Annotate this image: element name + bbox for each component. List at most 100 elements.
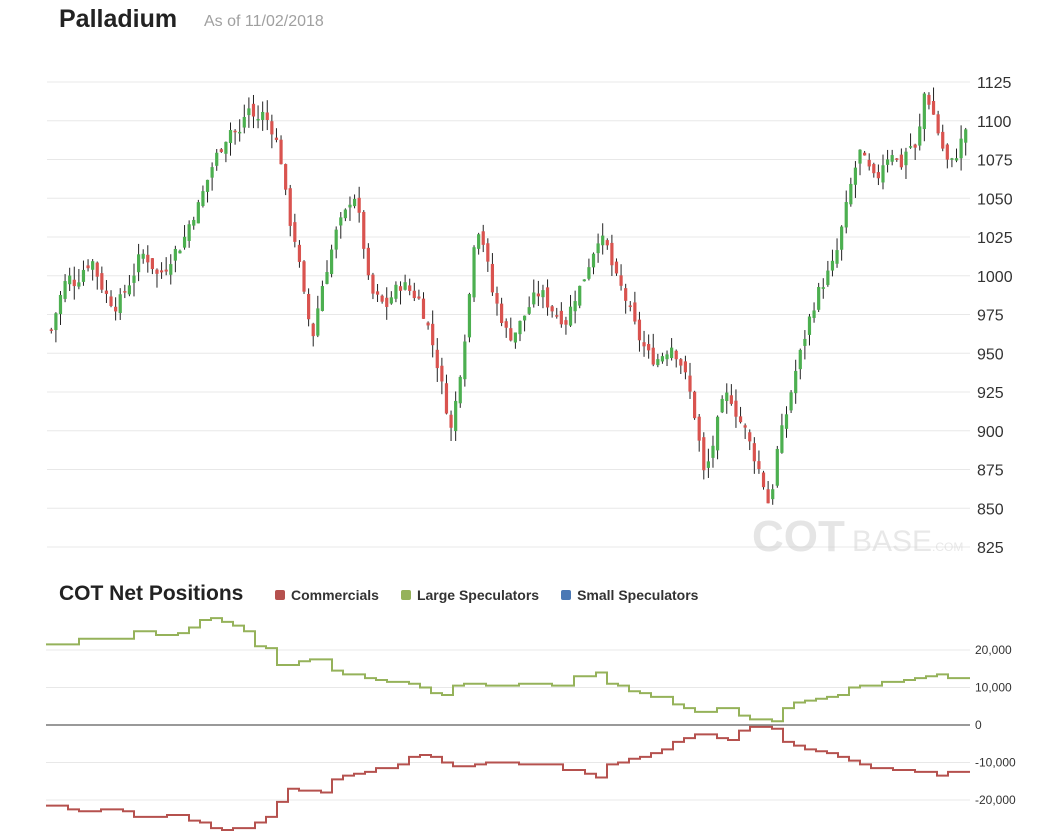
candle-up [789,392,793,411]
candle-down [435,349,439,369]
candle-up [118,294,122,314]
candle-down [408,285,412,291]
candle-down [734,400,738,417]
candle-down [297,244,302,262]
candle-down [251,103,256,117]
candle-up [352,198,357,207]
candle-down [100,273,104,290]
candle-up [918,126,922,146]
legend-item-commercials[interactable]: Commercials [275,587,379,603]
candle-up [454,400,458,432]
candle-up [660,356,665,362]
candle-down [605,240,609,246]
price-tick-label: 1125 [977,75,1012,92]
watermark-com: .COM [932,540,963,554]
candle-up [394,284,398,299]
candle-up [325,272,329,284]
candle-down [550,306,554,312]
candle-up [711,445,715,458]
candle-up [656,359,660,366]
price-tick-label: 1000 [977,269,1013,286]
candle-up [881,165,885,183]
candle-down [109,296,113,306]
candle-up [601,235,605,246]
candle-up [817,286,821,310]
candle-down [872,164,876,174]
candle-up [541,290,545,298]
candle-down [293,222,297,242]
price-tick-label: 875 [977,463,1004,480]
cot-grid [46,649,970,801]
candle-down [651,347,655,365]
as-of-date: As of 11/02/2018 [204,13,324,30]
candle-down [114,306,118,312]
candle-up [591,253,596,268]
candle-down [417,296,421,299]
watermark-base: BASE [852,525,932,558]
candle-down [743,425,747,428]
candle-up [835,250,839,264]
candle-up [77,282,81,287]
candle-up [578,285,582,306]
legend-swatch-small-speculators [561,590,572,600]
candle-down [895,158,899,160]
candle-up [320,286,325,311]
candle-up [922,93,926,130]
candle-up [389,297,393,304]
candle-down [738,416,743,423]
candle-down [366,247,370,276]
candle-up [467,294,472,338]
cot-legend: Commercials Large Speculators Small Spec… [275,587,698,603]
candle-down [688,375,692,392]
candle-up [403,282,407,290]
candle-down [729,395,733,404]
candle-up [885,159,890,165]
candle-down [398,286,403,291]
watermark-cot: COT [752,512,845,561]
candle-down [757,461,761,469]
candle-up [169,264,173,275]
candle-down [302,261,306,292]
legend-item-large-speculators[interactable]: Large Speculators [400,587,540,603]
candle-down [164,269,168,272]
candle-down [628,305,632,307]
cot-tick-label: -20,000 [975,793,1016,807]
candle-up [334,229,338,250]
candle-down [761,472,766,488]
legend-label-large-speculators: Large Speculators [416,587,540,603]
candle-up [463,341,467,380]
candle-down [233,130,237,133]
candle-up [316,308,320,336]
candle-down [867,159,871,167]
candle-down [104,290,109,294]
candle-up [339,217,343,226]
candle-up [798,349,802,370]
candle-up [904,151,908,166]
candle-down [555,315,559,317]
price-tick-label: 900 [977,424,1004,441]
candle-down [945,144,949,160]
candle-down [159,270,164,273]
price-tick-label: 1050 [977,191,1013,208]
candle-up [780,425,784,453]
legend-item-small-speculators[interactable]: Small Speculators [561,587,698,603]
cot-tick-label: 0 [975,718,982,732]
candle-down [219,149,223,152]
legend-label-small-speculators: Small Speculators [577,587,699,603]
cot-tick-label: -10,000 [975,756,1016,770]
candle-down [426,322,430,326]
cot-lines [46,617,970,831]
cot-axis: 20,000 10,000 0 -10,000 -20,000 [975,643,1016,807]
candle-down [412,290,416,299]
candle-up [132,275,136,283]
candle-down [752,443,756,462]
candle-up [518,320,522,335]
candle-up [830,260,835,271]
candle-down [279,139,283,165]
candle-up [706,461,710,468]
candle-up [964,129,968,143]
candle-up [794,370,798,394]
candle-down [371,274,375,294]
candle-up [812,310,816,318]
candle-down [495,293,499,304]
